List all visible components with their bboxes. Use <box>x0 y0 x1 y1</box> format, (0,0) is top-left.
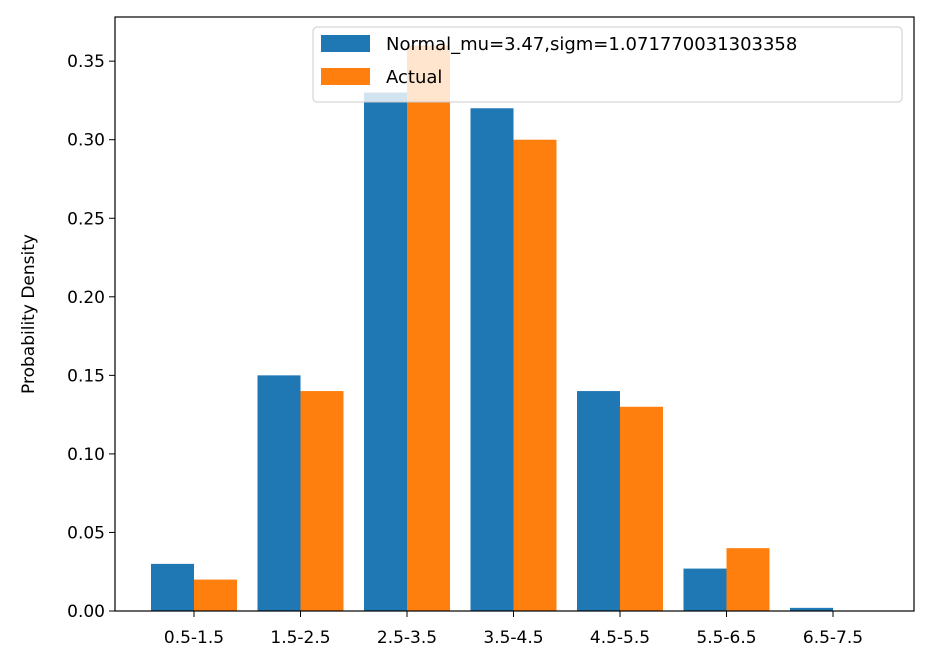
y-axis-label: Probability Density <box>19 234 39 394</box>
bar-series2-1.5-2.5 <box>300 391 344 611</box>
bar-series1-6.5-7.5 <box>790 607 833 611</box>
y-tick-label: 0.30 <box>67 131 105 151</box>
bar-series1-2.5-3.5 <box>364 92 407 611</box>
legend-swatch-2 <box>321 68 370 85</box>
y-tick-label: 0.00 <box>67 602 105 622</box>
y-tick-label: 0.35 <box>67 52 105 72</box>
x-tick-label: 1.5-2.5 <box>270 628 330 648</box>
y-tick-label: 0.05 <box>67 523 105 543</box>
x-tick-label: 5.5-6.5 <box>696 628 756 648</box>
y-tick-label: 0.15 <box>67 366 105 386</box>
x-axis-ticks: 0.5-1.5 1.5-2.5 2.5-3.5 3.5-4.5 4.5-5.5 5.5-6… <box>164 611 863 648</box>
x-tick-label: 0.5-1.5 <box>164 628 224 648</box>
bar-series1-3.5-4.5 <box>470 108 514 611</box>
legend-label-2: Actual <box>386 67 442 88</box>
y-tick-label: 0.25 <box>67 209 105 229</box>
plot-frame <box>114 16 915 612</box>
bar-series2-2.5-3.5 <box>407 45 450 611</box>
y-axis-ticks: 0.00 0.05 0.10 0.15 0.20 0.25 0.30 0.35 <box>67 52 115 622</box>
bar-series1-5.5-6.5 <box>683 568 727 611</box>
bar-series1-1.5-2.5 <box>257 375 301 611</box>
x-tick-label: 2.5-3.5 <box>377 628 437 648</box>
x-tick-label: 3.5-4.5 <box>483 628 543 648</box>
bar-series1-0.5-1.5 <box>151 563 194 611</box>
bar-series1-4.5-5.5 <box>577 391 620 611</box>
x-tick-label: 6.5-7.5 <box>803 628 863 648</box>
bar-series2-3.5-4.5 <box>513 139 557 611</box>
legend-label-1: Normal_mu=3.47,sigm=1.071770031303358 <box>386 34 797 55</box>
bar-series2-0.5-1.5 <box>194 579 237 611</box>
y-tick-label: 0.10 <box>67 445 105 465</box>
legend-box <box>312 26 903 103</box>
bars-group <box>151 45 833 611</box>
x-tick-label: 4.5-5.5 <box>590 628 650 648</box>
legend: Normal_mu=3.47,sigm=1.071770031303358 Act… <box>312 26 903 103</box>
bar-series2-5.5-6.5 <box>726 548 770 611</box>
y-tick-label: 0.20 <box>67 288 105 308</box>
bar-series2-4.5-5.5 <box>620 406 663 611</box>
legend-swatch-1 <box>321 35 370 52</box>
